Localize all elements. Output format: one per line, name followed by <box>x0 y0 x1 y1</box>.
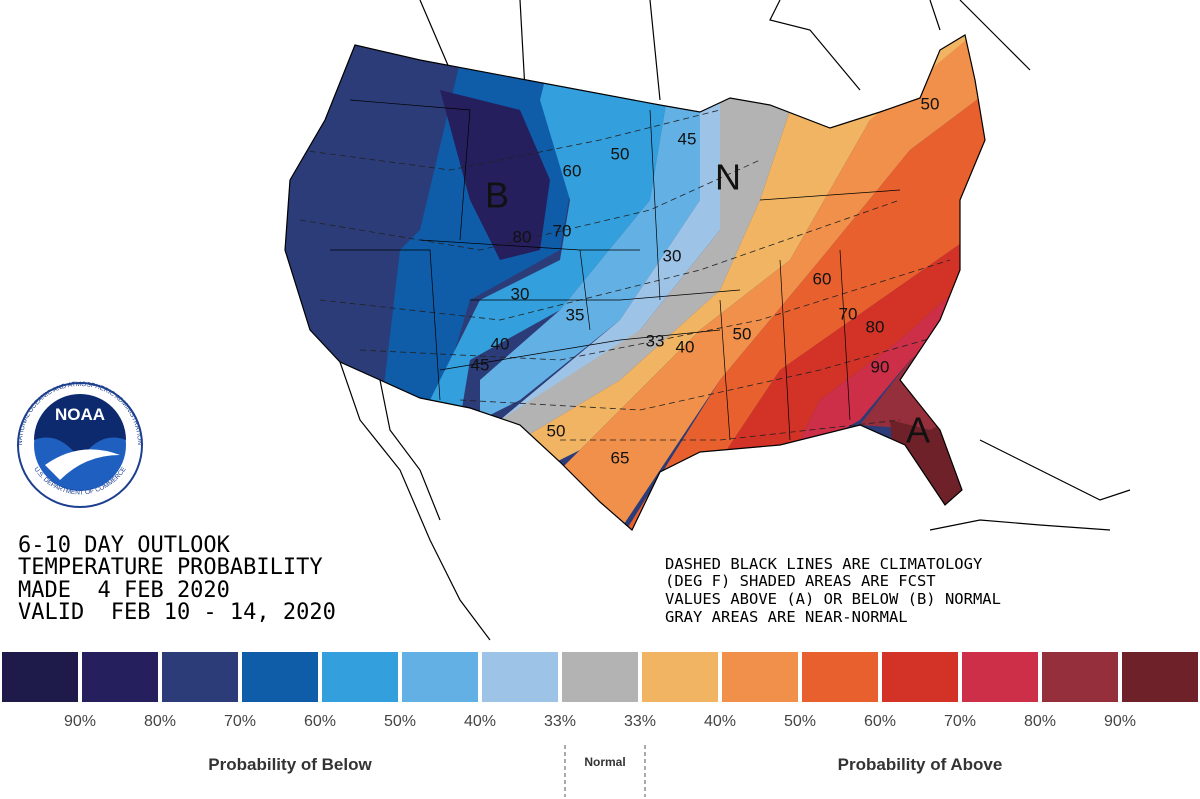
area <box>420 35 680 420</box>
legend-swatch <box>82 652 158 702</box>
area <box>790 260 985 460</box>
contour-label: 30 <box>663 246 682 265</box>
note-line: GRAY AREAS ARE NEAR-NORMAL <box>665 608 908 626</box>
legend-label: 80% <box>144 713 176 730</box>
legend-label: 40% <box>704 713 736 730</box>
legend-label: 70% <box>224 713 256 730</box>
title-block: 6-10 DAY OUTLOOK TEMPERATURE PROBABILITY… <box>18 533 336 625</box>
legend-swatch <box>882 652 958 702</box>
title-line: 6-10 DAY OUTLOOK <box>18 533 231 558</box>
legend-swatch <box>802 652 878 702</box>
legend-swatch <box>1042 652 1118 702</box>
legend-swatch <box>722 652 798 702</box>
legend-swatch <box>402 652 478 702</box>
noaa-logo: NOAA NATIONAL OCEANIC AND ATMOSPHERIC AD… <box>17 381 143 508</box>
legend-label: 60% <box>864 713 896 730</box>
contour-label: B <box>485 175 509 216</box>
legend-label: 60% <box>304 713 336 730</box>
legend-label: 70% <box>944 713 976 730</box>
contour-label: 45 <box>678 129 697 148</box>
climatology-lines <box>299 109 961 441</box>
note-line: VALUES ABOVE (A) OR BELOW (B) NORMAL <box>665 590 1001 608</box>
contour-label: 50 <box>921 94 940 113</box>
legend-swatch <box>962 652 1038 702</box>
legend-label: 50% <box>384 713 416 730</box>
us-outline <box>284 34 986 531</box>
logo-bird <box>45 449 120 480</box>
border-lines <box>339 0 1131 641</box>
contour-label: 60 <box>813 269 832 288</box>
contour-label: 45 <box>471 355 490 374</box>
legend-swatch <box>2 652 78 702</box>
area <box>620 90 985 530</box>
area <box>440 90 550 260</box>
contour-label: N <box>715 157 741 198</box>
contour-label: 30 <box>511 284 530 303</box>
legend-swatch <box>482 652 558 702</box>
area <box>500 80 740 420</box>
legend-swatch <box>562 652 638 702</box>
legend-label: 33% <box>624 713 656 730</box>
legend-label: 33% <box>544 713 576 730</box>
contour-label: 70 <box>839 304 858 323</box>
area <box>720 230 985 460</box>
legend-label: 50% <box>784 713 816 730</box>
area <box>500 80 800 440</box>
note-line: DASHED BLACK LINES ARE CLIMATOLOGY <box>665 555 983 573</box>
legend-swatch <box>162 652 238 702</box>
legend-swatch <box>242 652 318 702</box>
legend-label: 80% <box>1024 713 1056 730</box>
contour-label: 65 <box>611 448 630 467</box>
legend-swatch <box>1122 652 1198 702</box>
title-line: TEMPERATURE PROBABILITY <box>18 555 323 580</box>
legend-label: 90% <box>1104 713 1136 730</box>
shaded-areas <box>285 35 985 530</box>
contour-label: 70 <box>553 221 572 240</box>
legend-swatch <box>322 652 398 702</box>
contour-label: 50 <box>547 421 566 440</box>
contour-label: 35 <box>566 305 585 324</box>
legend-above: Probability of Above <box>838 755 1003 774</box>
contour-label: 50 <box>733 324 752 343</box>
legend-below: Probability of Below <box>208 755 372 774</box>
logo-top <box>34 394 126 460</box>
contour-label: 40 <box>676 337 695 356</box>
logo-text: NOAA <box>55 405 105 424</box>
title-line: VALID FEB 10 - 14, 2020 <box>18 600 336 625</box>
contour-label: 50 <box>611 144 630 163</box>
contour-label: 33 <box>646 331 665 350</box>
contour-label: 80 <box>866 317 885 336</box>
title-line: MADE 4 FEB 2020 <box>18 578 230 603</box>
area <box>520 35 985 470</box>
legend-swatch <box>642 652 718 702</box>
contour-label: 90 <box>871 357 890 376</box>
legend: 90% 80% 70% 60% 50% 40% 33% 33% 40% 50% 60% 70% 80% 9… <box>2 652 1198 730</box>
contour-label: 80 <box>513 227 532 246</box>
state-lines <box>330 99 901 441</box>
legend-normal: Normal <box>584 755 625 769</box>
note-line: (DEG F) SHADED AREAS ARE FCST <box>665 572 936 590</box>
note-block: DASHED BLACK LINES ARE CLIMATOLOGY (DEG … <box>665 555 1001 626</box>
legend-label: 90% <box>64 713 96 730</box>
legend-label: 40% <box>464 713 496 730</box>
contour-label: 40 <box>491 334 510 353</box>
contour-label: 60 <box>563 161 582 180</box>
area <box>560 35 985 530</box>
contour-label: A <box>906 410 930 451</box>
